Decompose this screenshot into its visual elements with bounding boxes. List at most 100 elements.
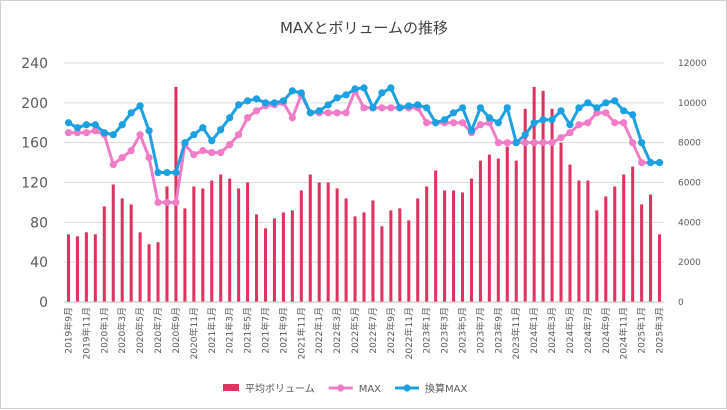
data-point bbox=[127, 147, 135, 155]
data-point bbox=[217, 126, 225, 134]
data-point bbox=[181, 139, 189, 147]
data-point bbox=[243, 114, 252, 122]
y-left-tick-label: 0 bbox=[39, 295, 48, 311]
x-tick-label: 2020年11月 bbox=[188, 307, 200, 359]
x-tick-label: 2023年3月 bbox=[439, 307, 451, 354]
bar bbox=[147, 244, 151, 302]
x-tick-label: 2022年11月 bbox=[403, 307, 415, 359]
bar bbox=[237, 188, 241, 302]
data-point bbox=[118, 121, 126, 129]
bar bbox=[505, 146, 509, 302]
y-left-tick-label: 40 bbox=[30, 255, 48, 271]
data-point bbox=[109, 160, 117, 169]
data-point bbox=[476, 104, 485, 112]
y-left-tick-label: 160 bbox=[21, 136, 48, 152]
x-tick-label: 2022年7月 bbox=[367, 307, 379, 354]
bar bbox=[496, 158, 500, 302]
data-point bbox=[575, 104, 583, 112]
y-right-tick-label: 4000 bbox=[678, 218, 701, 228]
data-point bbox=[539, 139, 547, 147]
data-point bbox=[64, 129, 73, 137]
x-tick-label: 2020年7月 bbox=[152, 307, 164, 354]
x-tick-label: 2024年3月 bbox=[546, 307, 558, 354]
bar bbox=[317, 182, 321, 302]
y-right-tick-label: 10000 bbox=[678, 99, 707, 109]
bar bbox=[541, 90, 545, 302]
x-tick-label: 2025年1月 bbox=[636, 307, 648, 354]
y-right-tick-label: 12000 bbox=[678, 59, 707, 69]
data-point bbox=[288, 87, 296, 95]
data-point bbox=[512, 139, 520, 147]
y-left-tick-label: 120 bbox=[21, 176, 48, 192]
bar bbox=[425, 186, 429, 302]
bar bbox=[640, 204, 644, 302]
data-point bbox=[521, 131, 529, 139]
data-point bbox=[172, 198, 180, 207]
bar bbox=[514, 160, 518, 302]
bar bbox=[201, 188, 205, 302]
x-tick-label: 2021年3月 bbox=[224, 307, 236, 354]
data-point bbox=[557, 107, 565, 115]
data-point bbox=[405, 102, 413, 110]
data-point bbox=[261, 99, 270, 107]
bar bbox=[93, 234, 97, 302]
bar bbox=[165, 186, 169, 302]
bar bbox=[84, 232, 88, 302]
data-point bbox=[485, 119, 493, 127]
x-tick-label: 2022年5月 bbox=[349, 307, 361, 354]
bar bbox=[487, 154, 491, 302]
data-point bbox=[503, 139, 511, 147]
data-point bbox=[252, 107, 261, 115]
data-point bbox=[306, 109, 314, 117]
data-point bbox=[387, 84, 395, 92]
data-point bbox=[369, 104, 377, 112]
y-left-tick-label: 200 bbox=[21, 96, 48, 112]
data-point bbox=[217, 149, 225, 157]
x-tick-label: 2021年5月 bbox=[242, 307, 254, 354]
bar bbox=[586, 180, 590, 302]
x-tick-label: 2019年9月 bbox=[62, 307, 74, 354]
legend-swatch bbox=[223, 384, 239, 391]
data-point bbox=[127, 109, 135, 117]
data-point bbox=[333, 94, 341, 102]
data-point bbox=[593, 109, 601, 117]
data-point bbox=[655, 158, 664, 167]
data-point bbox=[270, 99, 279, 107]
data-point bbox=[548, 139, 556, 147]
data-point bbox=[154, 198, 162, 207]
data-point bbox=[208, 137, 216, 145]
data-point bbox=[145, 127, 153, 135]
x-tick-label: 2021年9月 bbox=[277, 307, 289, 354]
legend-marker bbox=[403, 384, 411, 392]
bar bbox=[469, 178, 473, 302]
x-tick-label: 2020年3月 bbox=[116, 307, 128, 354]
x-tick-label: 2020年5月 bbox=[134, 307, 146, 354]
legend: 平均ボリューム MAX 換算MAX bbox=[223, 382, 467, 395]
data-point bbox=[172, 168, 180, 177]
data-point bbox=[235, 101, 243, 109]
bar bbox=[371, 200, 375, 302]
x-tick-label: 2024年7月 bbox=[582, 307, 594, 354]
data-point bbox=[360, 84, 368, 92]
data-point bbox=[190, 151, 198, 159]
x-tick-label: 2020年9月 bbox=[170, 307, 182, 354]
x-tick-label: 2020年1月 bbox=[98, 307, 110, 354]
data-point bbox=[593, 104, 601, 112]
x-tick-label: 2024年5月 bbox=[564, 307, 576, 354]
bar bbox=[380, 226, 384, 302]
bar bbox=[228, 178, 232, 302]
bar bbox=[353, 216, 357, 302]
bar bbox=[407, 220, 411, 302]
data-point bbox=[396, 104, 404, 112]
legend-label: 平均ボリューム bbox=[245, 383, 315, 395]
bar bbox=[102, 206, 106, 302]
data-point bbox=[646, 158, 655, 167]
bar bbox=[398, 208, 402, 302]
bar bbox=[111, 184, 115, 302]
y-left-tick-label: 80 bbox=[30, 215, 48, 231]
x-tick-label: 2024年1月 bbox=[528, 307, 540, 354]
data-point bbox=[342, 91, 350, 99]
data-point bbox=[136, 131, 144, 139]
data-point bbox=[190, 131, 198, 139]
